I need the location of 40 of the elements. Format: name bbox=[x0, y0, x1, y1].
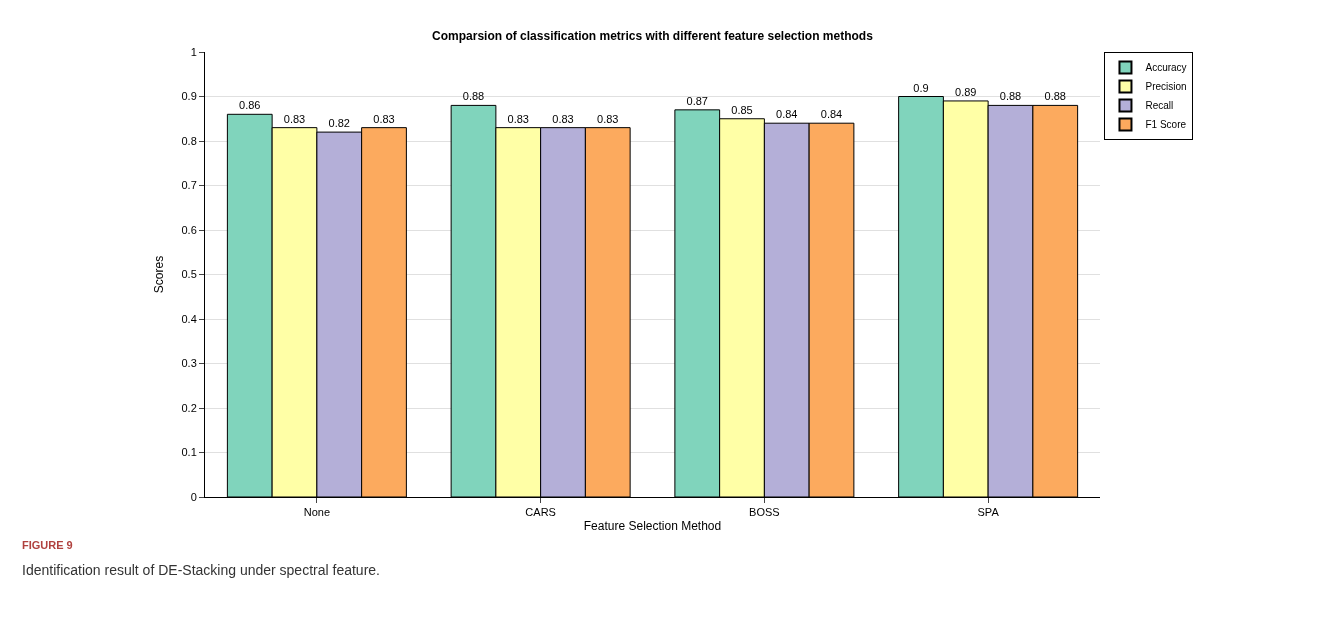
y-tick-label: 1 bbox=[190, 45, 197, 58]
data-label: 0.84 bbox=[820, 108, 843, 121]
x-tick-label: BOSS bbox=[749, 506, 780, 519]
data-label: 0.87 bbox=[686, 94, 708, 107]
y-axis-title: Scores bbox=[151, 255, 166, 294]
data-label: 0.83 bbox=[597, 112, 619, 125]
x-tick-label: SPA bbox=[977, 506, 1000, 519]
y-tick-label: 0.9 bbox=[181, 90, 197, 103]
y-tick-label: 0.7 bbox=[181, 179, 197, 192]
data-label: 0.83 bbox=[283, 112, 306, 125]
legend-label: F1 Score bbox=[1145, 119, 1187, 131]
y-tick-label: 0.8 bbox=[181, 134, 197, 147]
data-label: 0.85 bbox=[731, 103, 753, 116]
data-label: 0.88 bbox=[1044, 90, 1066, 103]
text: Identification result of DE-Stacking under spectral feature. bbox=[22, 562, 380, 578]
data-label: 0.83 bbox=[552, 112, 574, 125]
legend-label: Recall bbox=[1145, 100, 1174, 112]
data-label: 0.88 bbox=[462, 90, 485, 103]
legend-label: Precision bbox=[1145, 81, 1187, 93]
data-label: 0.82 bbox=[328, 117, 350, 130]
y-tick-label: 0 bbox=[190, 490, 197, 503]
x-tick-label: None bbox=[303, 506, 331, 519]
data-label: 0.83 bbox=[373, 112, 395, 125]
y-tick-label: 0.6 bbox=[181, 223, 197, 236]
data-label: 0.88 bbox=[999, 90, 1022, 103]
data-label: 0.9 bbox=[913, 81, 929, 94]
data-label: 0.83 bbox=[507, 112, 529, 125]
chart-title: Comparsion of classification metrics with different feature selection methods bbox=[432, 29, 874, 43]
x-tick-label: CARS bbox=[525, 506, 556, 519]
y-tick-label: 0.3 bbox=[181, 357, 197, 370]
y-tick-label: 0.2 bbox=[181, 401, 197, 414]
y-tick-label: 0.4 bbox=[181, 312, 197, 325]
y-tick-label: 0.5 bbox=[181, 268, 197, 281]
data-label: 0.86 bbox=[239, 99, 261, 112]
data-label: 0.84 bbox=[776, 108, 798, 121]
data-label: 0.89 bbox=[955, 85, 977, 98]
x-axis-title: Feature Selection Method bbox=[583, 519, 722, 534]
legend-label: Accuracy bbox=[1145, 62, 1187, 74]
caption: FIGURE 9 bbox=[22, 539, 73, 551]
y-tick-label: 0.1 bbox=[181, 446, 197, 459]
